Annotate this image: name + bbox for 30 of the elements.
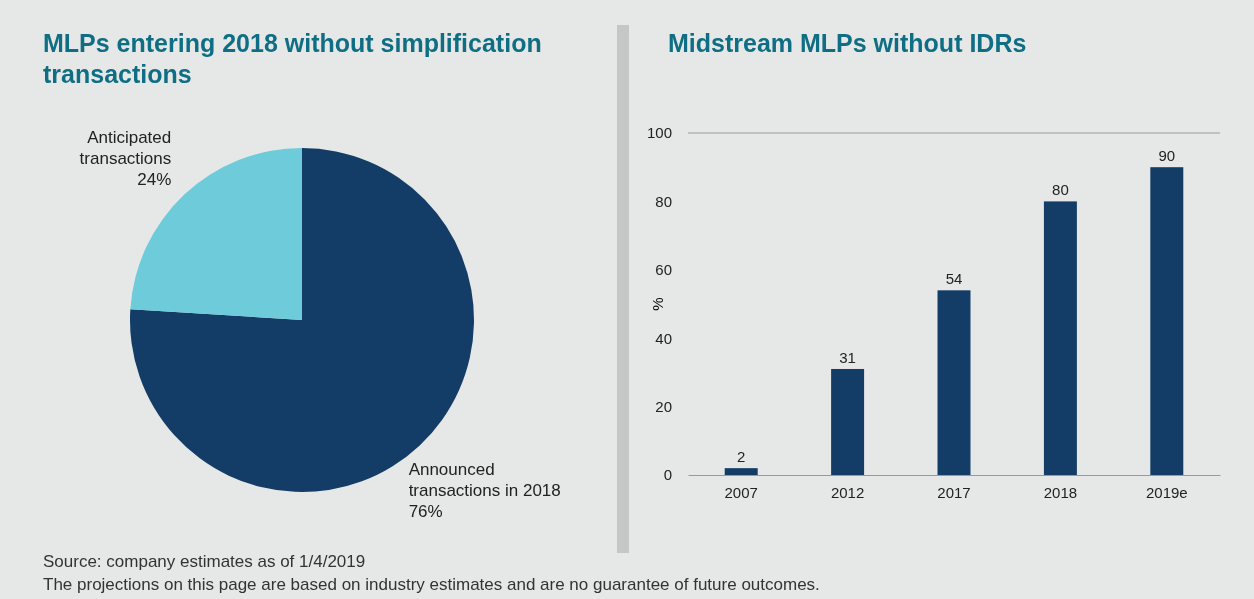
data-label: 90 (1158, 147, 1176, 165)
bar (1043, 201, 1077, 475)
bar (831, 368, 865, 475)
source-note: Source: company estimates as of 1/4/2019 (43, 552, 366, 571)
slice-label: Anticipated transactions (79, 127, 172, 168)
bar (1150, 167, 1184, 475)
y-tick-label: 60 (655, 261, 672, 279)
x-tick-label: 2018 (1043, 483, 1078, 501)
x-tick-label: 2017 (937, 483, 971, 501)
text: The projections on this page are based on industry estimates and are no guarantee of future outcomes. (43, 575, 820, 594)
chart-title: MLPs entering 2018 without simplification transactions (43, 29, 542, 88)
y-tick-label: 80 (655, 192, 672, 210)
data-label: 2 (737, 448, 746, 466)
y-tick-label: 0 (663, 466, 672, 484)
data-label: 24% (137, 169, 172, 189)
y-tick-label: 20 (655, 397, 672, 415)
chart-title: Midstream MLPs without IDRs (668, 29, 1027, 57)
bar (937, 290, 971, 475)
bar (724, 468, 758, 475)
data-label: 80 (1052, 181, 1069, 199)
y-axis-title: % (649, 297, 666, 311)
x-tick-label: 2019e (1145, 483, 1188, 501)
x-tick-label: 2012 (830, 483, 865, 501)
y-tick-label: 100 (646, 124, 672, 142)
y-tick-label: 40 (655, 329, 672, 347)
data-label: 76% (408, 501, 443, 521)
slice-label: Announced transactions in 2018 (408, 459, 561, 500)
x-tick-label: 2007 (724, 483, 758, 501)
data-label: 54 (945, 270, 963, 288)
data-label: 31 (839, 348, 856, 366)
